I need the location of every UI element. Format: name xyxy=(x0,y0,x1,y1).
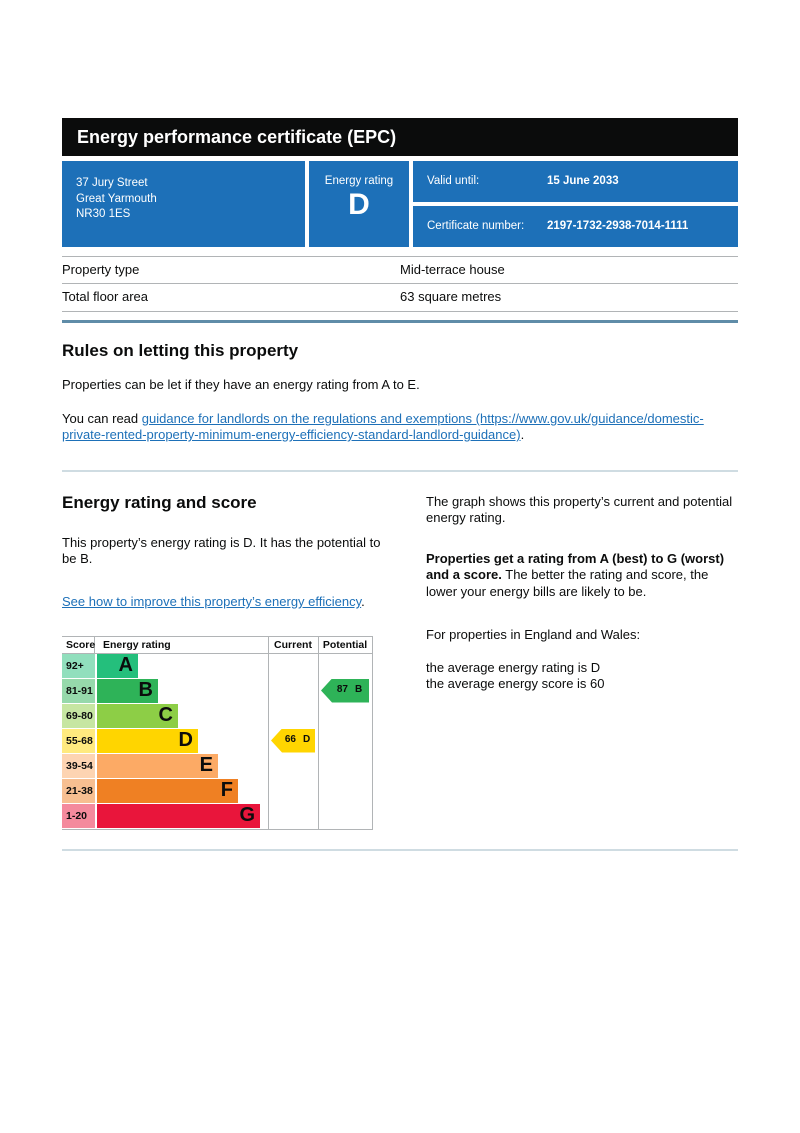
band-bar-b: B xyxy=(97,678,158,703)
band-score-range: 21-38 xyxy=(62,778,95,803)
certificate-number-value: 2197-1732-2938-7014-1111 xyxy=(547,220,689,233)
band-score-range: 69-80 xyxy=(62,703,95,728)
band-score-range: 92+ xyxy=(62,653,95,678)
band-bar-g: G xyxy=(97,803,260,828)
energy-rating-label: Energy rating xyxy=(324,175,394,187)
band-bar-f: F xyxy=(97,778,238,803)
energy-rating-section: Energy rating and score This property’s … xyxy=(62,492,738,830)
potential-rating-marker: 87 B xyxy=(321,678,369,703)
certificate-number-row: Certificate number: 2197-1732-2938-7014-… xyxy=(413,206,738,247)
energy-rating-column-header: Energy rating xyxy=(103,638,171,651)
guidance-paragraph: You can read guidance for landlords on t… xyxy=(62,411,722,444)
energy-rating-panel: Energy rating D xyxy=(309,161,409,247)
guidance-suffix: . xyxy=(520,427,525,443)
valid-until-row: Valid until: 15 June 2033 xyxy=(413,161,738,202)
band-row-a: 92+ A xyxy=(62,653,372,678)
band-row-e: 39-54 E xyxy=(62,753,372,778)
current-column-divider xyxy=(268,636,269,829)
rules-heading: Rules on letting this property xyxy=(62,340,299,360)
band-row-f: 21-38 F xyxy=(62,778,372,803)
rules-paragraph: Properties can be let if they have an en… xyxy=(62,376,420,392)
band-row-c: 69-80 C xyxy=(62,703,372,728)
epc-rating-chart: Score Energy rating Current Potential 92… xyxy=(62,635,373,830)
epc-band-rows: 92+ A 81-91 B 69-80 C 55-68 D 39-54 E 21-38 F 1-20 G xyxy=(62,653,372,828)
chart-header-row: Score Energy rating Current Potential xyxy=(62,636,372,654)
graph-intro-paragraph: The graph shows this property’s current … xyxy=(426,493,733,525)
potential-column-divider xyxy=(318,636,319,829)
validity-panels: Valid until: 15 June 2033 Certificate nu… xyxy=(413,161,738,247)
property-type-value: Mid-terrace house xyxy=(400,262,505,277)
current-column-header: Current xyxy=(274,638,312,651)
average-score-line: the average energy score is 60 xyxy=(426,676,605,692)
property-type-label: Property type xyxy=(62,262,140,277)
floor-area-value: 63 square metres xyxy=(400,289,502,305)
band-score-range: 1-20 xyxy=(62,803,95,828)
current-rating-marker-letter: D xyxy=(302,734,311,746)
band-bar-e: E xyxy=(97,753,218,778)
band-bar-a: A xyxy=(97,653,138,678)
current-rating-marker-score: 66 xyxy=(284,734,296,746)
table-row: Property type Mid-terrace house xyxy=(62,257,738,285)
band-score-range: 39-54 xyxy=(62,753,95,778)
band-score-range: 55-68 xyxy=(62,728,95,753)
improve-efficiency-link[interactable]: See how to improve this property’s energ… xyxy=(62,594,362,610)
average-rating-line: the average energy rating is D xyxy=(426,660,601,675)
band-bar-d: D xyxy=(97,728,198,753)
guidance-prefix: You can read xyxy=(62,411,142,426)
property-table: Property type Mid-terrace house Total fl… xyxy=(62,256,738,312)
certificate-page: Energy performance certificate (EPC) 37 … xyxy=(62,118,738,851)
rating-explainer-bold: Properties get a rating from A (best) to… xyxy=(426,551,725,583)
current-rating-marker: 66 D xyxy=(271,728,315,753)
england-wales-paragraph: For properties in England and Wales: xyxy=(426,626,641,642)
rating-explainer-rest: The better the rating and score, the low… xyxy=(426,567,709,599)
potential-column-header: Potential xyxy=(322,638,368,651)
table-row: Total floor area 63 square metres xyxy=(62,284,738,312)
valid-until-label: Valid until: xyxy=(427,175,480,188)
potential-rating-marker-score: 87 xyxy=(336,684,348,696)
address-line-3: NR30 1ES xyxy=(76,208,131,221)
score-column-header: Score xyxy=(62,636,95,653)
section-divider xyxy=(62,848,738,851)
valid-until-value: 15 June 2033 xyxy=(547,175,619,188)
band-row-g: 1-20 G xyxy=(62,803,372,828)
summary-box: 37 Jury Street Great Yarmouth NR30 1ES E… xyxy=(62,161,738,247)
band-row-b: 81-91 B xyxy=(62,678,372,703)
property-address: 37 Jury Street Great Yarmouth NR30 1ES xyxy=(62,161,305,247)
rating-left-column: Energy rating and score This property’s … xyxy=(62,492,407,830)
section-divider xyxy=(62,469,738,472)
rating-lead-paragraph: This property’s energy rating is D. It h… xyxy=(62,534,381,566)
band-row-d: 55-68 D xyxy=(62,728,372,753)
address-line-2: Great Yarmouth xyxy=(76,192,157,205)
potential-rating-marker-letter: B xyxy=(354,684,363,696)
certificate-number-label: Certificate number: xyxy=(427,220,525,233)
landlord-guidance-link[interactable]: guidance for landlords on the regulation… xyxy=(62,411,704,443)
rating-heading: Energy rating and score xyxy=(62,492,257,512)
address-line-1: 37 Jury Street xyxy=(76,177,148,189)
rating-explainer-paragraph: Properties get a rating from A (best) to… xyxy=(426,551,738,600)
floor-area-label: Total floor area xyxy=(62,289,148,305)
band-score-range: 81-91 xyxy=(62,678,95,703)
page-title: Energy performance certificate (EPC) xyxy=(62,118,738,156)
energy-rating-value: D xyxy=(348,188,370,222)
band-bar-c: C xyxy=(97,703,178,728)
improve-suffix: . xyxy=(361,594,365,610)
section-divider xyxy=(62,319,738,323)
rating-right-column: The graph shows this property’s current … xyxy=(426,492,738,830)
